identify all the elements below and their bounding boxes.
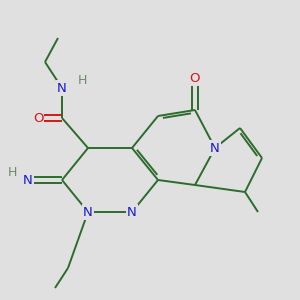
Text: H: H bbox=[7, 166, 17, 178]
Text: O: O bbox=[33, 112, 43, 124]
Text: N: N bbox=[127, 206, 137, 218]
Text: N: N bbox=[23, 173, 33, 187]
Text: O: O bbox=[190, 71, 200, 85]
Text: N: N bbox=[210, 142, 220, 154]
Text: H: H bbox=[77, 74, 87, 86]
Text: N: N bbox=[57, 82, 67, 94]
Text: N: N bbox=[83, 206, 93, 218]
